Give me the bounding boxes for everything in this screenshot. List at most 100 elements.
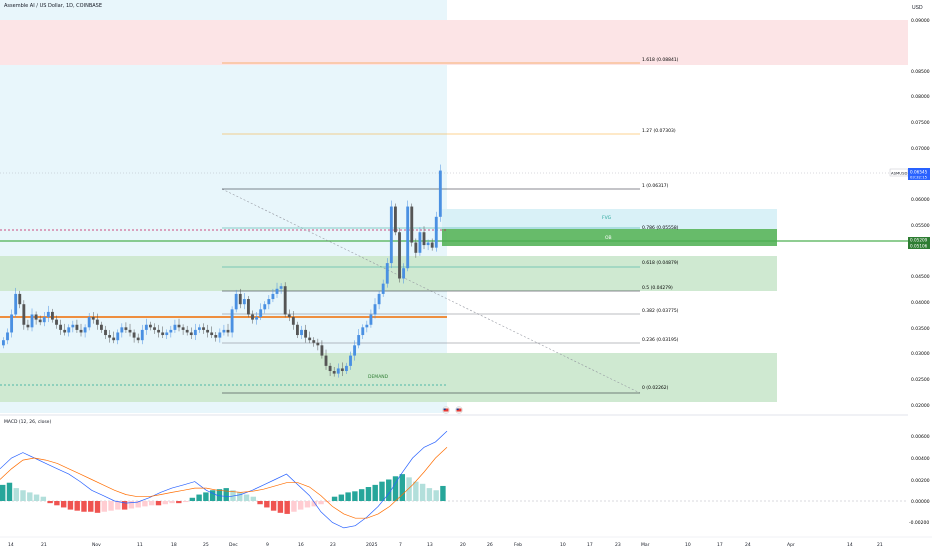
time-axis-label: 16 — [298, 542, 304, 548]
macd-bar — [209, 490, 216, 501]
macd-bar — [94, 501, 101, 513]
macd-bar — [264, 501, 270, 508]
price-tick: 0.02000 — [911, 403, 930, 409]
macd-bar — [298, 501, 304, 510]
candle-body — [259, 309, 263, 318]
candle-body — [251, 314, 254, 320]
candle-body — [369, 314, 373, 325]
price-tick: 0.03000 — [911, 351, 930, 357]
macd-bar — [250, 496, 257, 501]
time-axis-label: 17 — [587, 542, 593, 548]
price-tick: 0.07000 — [911, 146, 930, 152]
candle-body — [230, 309, 234, 333]
candle-body — [336, 368, 340, 374]
price-tick: 0.04500 — [911, 274, 930, 280]
candle-body — [422, 232, 426, 246]
candle-body — [91, 317, 95, 320]
candle-body — [234, 293, 238, 310]
candle-body — [304, 329, 308, 338]
time-axis-label: Nov — [92, 542, 101, 548]
time-axis-label: Feb — [514, 542, 522, 548]
macd-tick: 0.00200 — [911, 478, 930, 484]
fib-label-1618: 1.618 (0.08841) — [642, 57, 679, 63]
time-axis-label: 18 — [171, 542, 177, 548]
time-axis[interactable]: 14 21 Nov 11 18 25 Dec 9 16 23 2025 7 13 20 26 Feb 10 17 2… — [8, 542, 883, 548]
macd-bar — [108, 501, 114, 511]
candle-body — [398, 232, 401, 279]
price-tick: 0.07500 — [911, 120, 930, 126]
candle-body — [275, 288, 279, 294]
ob-top-badge — [908, 237, 930, 243]
candle-body — [161, 332, 165, 336]
fib-label-127: 1.27 (0.07303) — [642, 128, 676, 134]
time-axis-label: 26 — [487, 542, 493, 548]
candle-body — [67, 327, 71, 333]
us-flag-icon[interactable] — [455, 406, 463, 414]
macd-tick: 0.00600 — [911, 434, 930, 440]
macd-bar — [338, 494, 345, 501]
macd-line — [0, 430, 448, 529]
candle-body — [357, 335, 361, 346]
price-tick: 0.02500 — [911, 377, 930, 383]
candle-body — [173, 324, 177, 330]
macd-bar — [13, 488, 19, 501]
macd-bar — [33, 494, 40, 501]
candle-body — [100, 324, 103, 330]
macd-tick: -0.00200 — [909, 520, 929, 526]
candle-body — [291, 317, 295, 325]
fib-label-0618: 0.618 (0.04879) — [642, 260, 679, 266]
time-axis-label: 10 — [685, 542, 691, 548]
time-axis-label: 23 — [615, 542, 621, 548]
macd-bar — [196, 494, 202, 501]
macd-bar — [182, 501, 189, 503]
macd-bar — [406, 477, 412, 501]
time-axis-label: 2025 — [366, 542, 378, 548]
candle-body — [394, 206, 397, 233]
macd-bar — [325, 501, 331, 503]
candle-body — [283, 286, 287, 315]
macd-bar — [379, 481, 385, 501]
time-axis-label: 21 — [41, 542, 47, 548]
time-axis-label: 11 — [137, 542, 143, 548]
macd-bar — [386, 479, 392, 501]
candle-body — [26, 324, 30, 328]
candle-body — [34, 314, 38, 320]
us-flag-icon[interactable] — [442, 406, 450, 414]
candle-body — [308, 337, 312, 341]
candle-body — [116, 332, 120, 341]
price-tick: 0.08500 — [911, 69, 930, 75]
price-tick: 0.06000 — [911, 197, 930, 203]
price-tick: 0.03500 — [911, 326, 930, 332]
candle-body — [51, 311, 54, 320]
candle-body — [361, 327, 365, 336]
macd-bar — [169, 501, 175, 504]
macd-bar — [54, 501, 60, 506]
candle-body — [312, 340, 316, 343]
candle-body — [22, 304, 26, 325]
candle-body — [242, 299, 246, 305]
time-axis-label: 7 — [399, 542, 402, 548]
macd-bar — [318, 501, 324, 505]
candle-body — [79, 329, 83, 333]
macd-bar — [304, 501, 311, 508]
macd-bar — [203, 492, 209, 501]
candle-body — [247, 299, 250, 315]
time-axis-label: Apr — [787, 542, 795, 548]
candle-body — [324, 355, 328, 366]
price-axis[interactable] — [908, 0, 932, 550]
fvg-label: FVG — [602, 215, 612, 221]
macd-bar — [142, 501, 148, 507]
candle-body — [177, 324, 181, 328]
candle-body — [128, 329, 132, 333]
last-price-value: 0.06545 — [910, 170, 928, 175]
candle-body — [410, 206, 414, 243]
symbol-tag-text: ASMUSD — [891, 171, 907, 176]
candle-body — [198, 327, 201, 330]
candle-body — [206, 329, 210, 333]
candle-body — [340, 368, 344, 372]
ob-bottom-value: 0.05106 — [910, 244, 928, 249]
macd-bar — [216, 489, 223, 501]
price-tick: 0.04000 — [911, 300, 930, 306]
